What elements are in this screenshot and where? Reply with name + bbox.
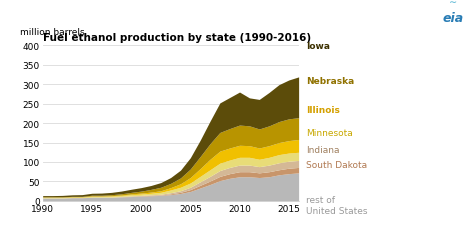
Text: ∼: ∼ [448,0,457,7]
Text: Minnesota: Minnesota [306,128,353,137]
Text: Indiana: Indiana [306,146,339,155]
Text: Illinois: Illinois [306,105,339,114]
Text: eia: eia [442,12,463,24]
Text: Nebraska: Nebraska [306,76,354,85]
Text: Iowa: Iowa [306,42,330,51]
Text: South Dakota: South Dakota [306,161,367,170]
Text: million barrels: million barrels [19,28,84,37]
Text: rest of
United States: rest of United States [306,195,367,215]
Text: Fuel ethanol production by state (1990-2016): Fuel ethanol production by state (1990-2… [43,33,311,43]
